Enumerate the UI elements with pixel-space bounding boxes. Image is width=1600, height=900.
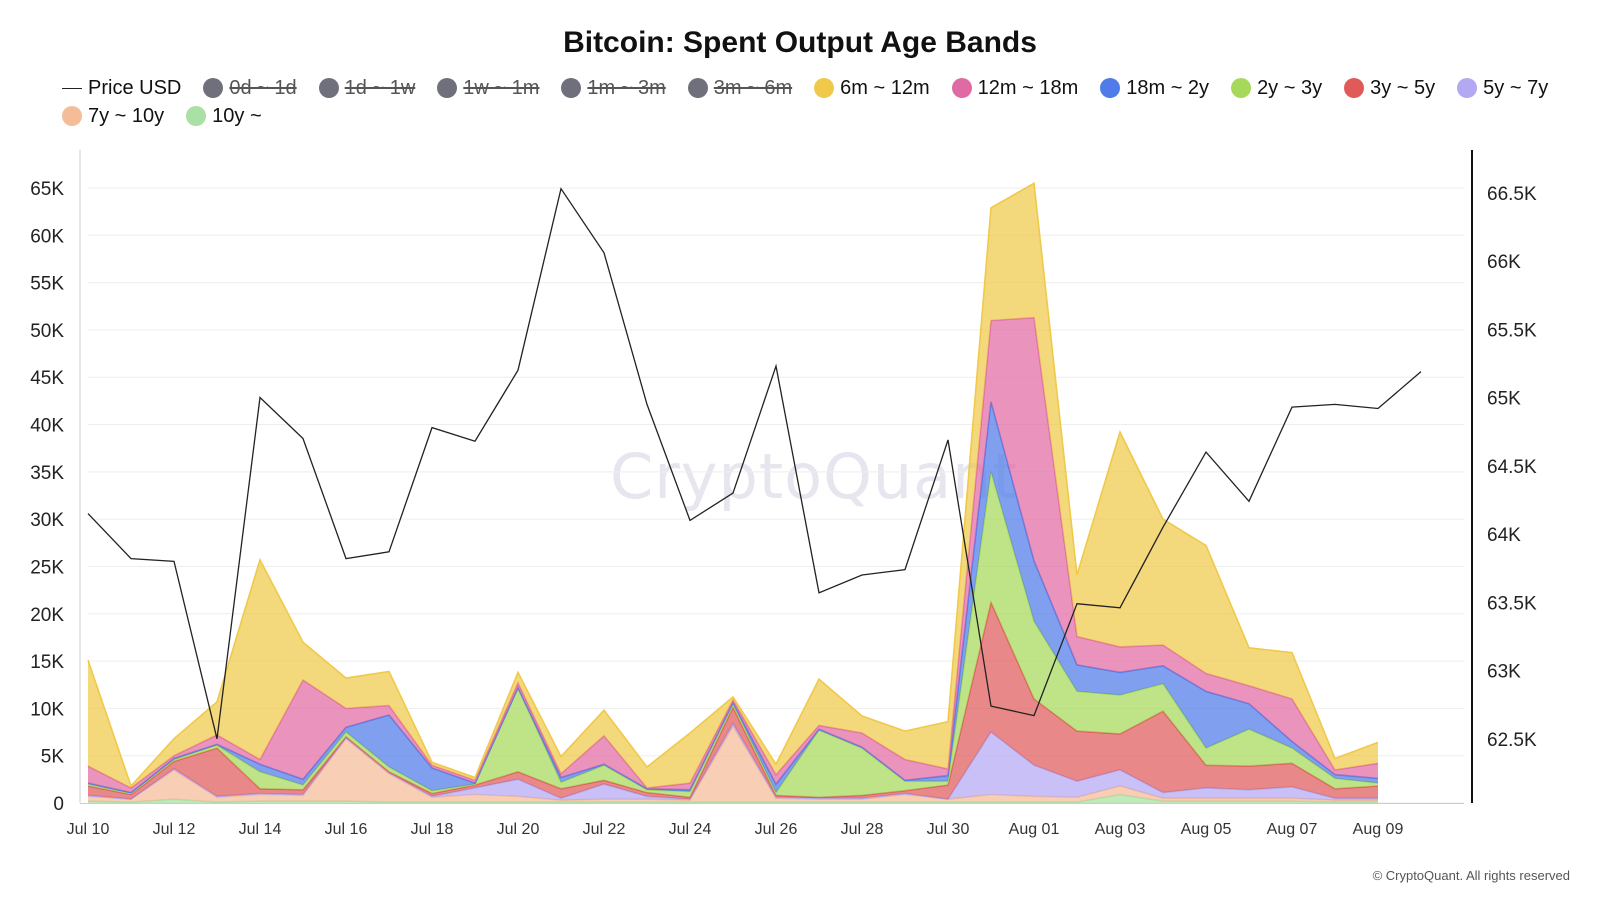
x-tick-label: Jul 10 xyxy=(67,821,110,838)
legend-label: 3y ~ 5y xyxy=(1370,76,1436,99)
legend-dot-icon xyxy=(1457,78,1478,98)
x-tick-label: Jul 26 xyxy=(755,821,798,838)
legend-label: Price USD xyxy=(88,76,182,99)
legend-line-icon xyxy=(62,87,82,89)
legend-dot-icon xyxy=(814,78,835,98)
legend-label: 2y ~ 3y xyxy=(1257,76,1323,99)
legend-label: 18m ~ 2y xyxy=(1126,76,1210,99)
y-right-tick-label: 63K xyxy=(1487,662,1521,683)
x-tick-label: Aug 09 xyxy=(1353,821,1404,838)
legend-dot-icon xyxy=(318,78,339,98)
legend-label: 1w ~ 1m xyxy=(463,76,540,99)
area-3y-5y xyxy=(88,602,1378,800)
x-tick-label: Jul 28 xyxy=(841,821,884,838)
x-tick-label: Jul 24 xyxy=(669,821,712,838)
legend-item-0d-1d[interactable]: 0d ~ 1d xyxy=(203,76,297,100)
legend-item-6m-12m[interactable]: 6m ~ 12m xyxy=(814,76,930,100)
y-right-tick-label: 63.5K xyxy=(1487,593,1537,614)
legend-label: 3m ~ 6m xyxy=(713,76,793,99)
legend-label: 0d ~ 1d xyxy=(229,76,297,99)
legend-label: 10y ~ xyxy=(212,104,262,127)
x-tick-label: Aug 07 xyxy=(1267,821,1318,838)
x-tick-label: Aug 03 xyxy=(1095,821,1146,838)
legend-item-3m-6m[interactable]: 3m ~ 6m xyxy=(687,76,793,100)
x-tick-label: Aug 05 xyxy=(1181,821,1232,838)
legend-dot-icon xyxy=(561,78,582,98)
legend-item-12m-18m[interactable]: 12m ~ 18m xyxy=(951,76,1079,100)
legend-label: 12m ~ 18m xyxy=(977,76,1079,99)
legend-dot-icon xyxy=(951,78,972,98)
y-left-tick-label: 55K xyxy=(30,274,64,295)
area-edge-6m-12m xyxy=(87,181,1379,788)
area-2y-3y xyxy=(88,471,1378,798)
legend-dot-icon xyxy=(203,78,224,98)
y-right-tick-label: 64K xyxy=(1487,525,1521,546)
legend-item-5y-7y[interactable]: 5y ~ 7y xyxy=(1457,76,1548,100)
legend-label: 5y ~ 7y xyxy=(1483,76,1549,99)
y-left-tick-label: 0 xyxy=(53,794,64,815)
legend-dot-icon xyxy=(62,106,82,126)
chart-legend: Price USD 0d ~ 1d 1d ~ 1w 1w ~ 1m 1m ~ 3m 3m … xyxy=(62,76,1562,128)
x-tick-label: Jul 20 xyxy=(497,821,540,838)
legend-item-10y[interactable]: 10y ~ xyxy=(186,104,262,128)
y-left-tick-label: 10K xyxy=(30,699,64,720)
y-left-tick-label: 20K xyxy=(30,605,64,626)
area-series-group xyxy=(87,181,1379,803)
y-left-tick-label: 60K xyxy=(30,226,64,247)
legend-dot-icon xyxy=(186,106,207,126)
legend-label: 1d ~ 1w xyxy=(344,76,416,99)
x-tick-label: Jul 22 xyxy=(583,821,626,838)
area-7y-10y xyxy=(88,726,1378,803)
x-tick-label: Jul 16 xyxy=(325,821,368,838)
y-right-tick-label: 66.5K xyxy=(1487,184,1537,205)
y-left-tick-label: 40K xyxy=(30,416,64,437)
area-5y-7y xyxy=(88,723,1378,801)
y-right-tick-label: 65K xyxy=(1487,389,1521,410)
y-right-tick-label: 64.5K xyxy=(1487,457,1537,478)
legend-dot-icon xyxy=(1344,78,1365,98)
legend-item-price-usd[interactable]: Price USD xyxy=(62,76,181,100)
legend-item-18m-2y[interactable]: 18m ~ 2y xyxy=(1100,76,1209,100)
y-right-tick-label: 66K xyxy=(1487,252,1521,273)
y-left-tick-label: 15K xyxy=(30,652,64,673)
y-left-tick-label: 30K xyxy=(30,510,64,531)
y-right-tick-label: 65.5K xyxy=(1487,320,1537,341)
y-left-tick-label: 50K xyxy=(30,321,64,342)
legend-item-1d-1w[interactable]: 1d ~ 1w xyxy=(318,76,416,100)
legend-dot-icon xyxy=(1231,78,1252,98)
y-left-tick-label: 65K xyxy=(30,179,64,200)
legend-item-2y-3y[interactable]: 2y ~ 3y xyxy=(1231,76,1322,100)
y-left-tick-label: 45K xyxy=(30,368,64,389)
legend-dot-icon xyxy=(437,78,458,98)
copyright-credit: © CryptoQuant. All rights reserved xyxy=(1372,868,1570,883)
y-right-tick-label: 62.5K xyxy=(1487,730,1537,751)
x-tick-label: Jul 12 xyxy=(153,821,196,838)
y-left-tick-label: 5K xyxy=(41,747,65,768)
y-left-tick-label: 25K xyxy=(30,557,64,578)
legend-label: 6m ~ 12m xyxy=(840,76,930,99)
watermark-text: CryptoQuant xyxy=(610,440,1018,513)
area-6m-12m xyxy=(88,183,1378,788)
x-tick-label: Aug 01 xyxy=(1009,821,1060,838)
legend-label: 1m ~ 3m xyxy=(587,76,666,99)
x-tick-label: Jul 30 xyxy=(927,821,970,838)
legend-item-1w-1m[interactable]: 1w ~ 1m xyxy=(437,76,539,100)
legend-item-3y-5y[interactable]: 3y ~ 5y xyxy=(1344,76,1435,100)
legend-dot-icon xyxy=(687,78,708,98)
legend-item-7y-10y[interactable]: 7y ~ 10y xyxy=(62,104,164,128)
legend-item-1m-3m[interactable]: 1m ~ 3m xyxy=(561,76,666,100)
x-tick-label: Jul 14 xyxy=(239,821,282,838)
price-usd-line xyxy=(87,187,1422,739)
x-tick-label: Jul 18 xyxy=(411,821,454,838)
y-left-tick-label: 35K xyxy=(30,463,64,484)
legend-dot-icon xyxy=(1100,78,1121,98)
chart-title: Bitcoin: Spent Output Age Bands xyxy=(563,26,1037,59)
legend-label: 7y ~ 10y xyxy=(88,104,165,127)
